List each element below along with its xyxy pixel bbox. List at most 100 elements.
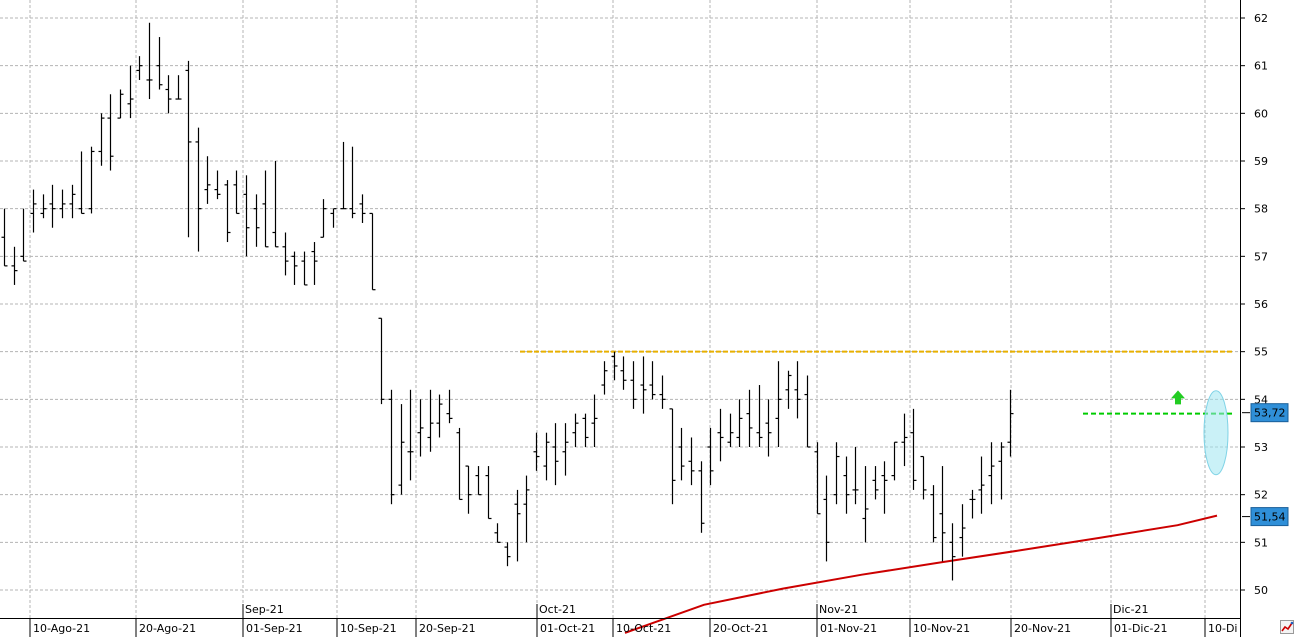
price-bar [378, 317, 385, 405]
price-bar [340, 141, 347, 210]
price-bar [620, 356, 627, 390]
price-bar [930, 485, 937, 543]
grid-lines [0, 0, 1240, 618]
x-tick-label-top: Nov-21 [819, 603, 858, 616]
price-bar [601, 361, 608, 395]
price-bar [591, 394, 598, 447]
price-bar [736, 399, 743, 447]
price-bar [640, 356, 647, 414]
y-tick-label: 57 [1254, 250, 1268, 263]
price-bar [852, 447, 859, 505]
price-bar [582, 413, 589, 447]
price-bar [649, 361, 656, 400]
price-bar [388, 389, 395, 505]
price-bar [59, 189, 66, 219]
price-bar [436, 394, 443, 438]
y-tick-label: 62 [1254, 12, 1268, 25]
price-label-box [1250, 403, 1289, 423]
price-bar [311, 242, 318, 285]
price-bar [11, 246, 18, 285]
x-tick-label-bottom: 01-Dic-21 [1114, 622, 1168, 635]
price-bar [862, 466, 869, 543]
price-bar [611, 351, 618, 381]
price-bar [165, 75, 172, 114]
price-bar [20, 208, 27, 262]
price-bar [407, 389, 414, 481]
x-tick-label-bottom: 10-Ago-21 [33, 622, 90, 635]
axes-layer: 62 61 60 59 58 57 56 55 54 53 52 51 50 Sep-21 Oct-21 No… [0, 0, 1268, 637]
price-bar [1007, 389, 1014, 457]
price-bar [291, 251, 298, 285]
price-bar [630, 361, 637, 409]
price-bar [504, 542, 511, 567]
y-tick-label: 60 [1254, 107, 1268, 120]
price-bar [969, 489, 976, 519]
price-bar [533, 432, 540, 471]
price-bar [765, 399, 772, 457]
up-arrow-icon [1171, 390, 1185, 405]
price-bar [688, 437, 695, 486]
price-bar [330, 208, 337, 228]
price-bar [369, 212, 376, 291]
price-bar [698, 461, 705, 533]
price-bar [456, 427, 463, 501]
price-bar [136, 56, 143, 80]
price-bar [427, 389, 434, 452]
price-bar [417, 399, 424, 457]
price-bar [659, 375, 666, 409]
price-bar [756, 385, 763, 447]
price-bar [901, 413, 908, 467]
price-bar [398, 404, 405, 495]
price-bar [794, 361, 801, 419]
price-bar [669, 408, 676, 505]
price-bar [320, 199, 327, 238]
price-bar [214, 170, 221, 200]
annotations-layer [1171, 390, 1229, 476]
x-tick-label-top: Oct-21 [539, 603, 576, 616]
price-bar [185, 60, 192, 238]
y-tick-label: 54 [1254, 393, 1268, 406]
price-bar [678, 427, 685, 481]
price-bar [224, 180, 231, 243]
price-bar [514, 489, 521, 562]
chart-logo-icon[interactable] [1280, 620, 1294, 634]
price-bar [959, 504, 966, 557]
moving-average-layer [624, 514, 1218, 634]
price-bar [88, 146, 95, 214]
y-tick-label: 59 [1254, 155, 1268, 168]
price-bar [833, 442, 840, 505]
price-bar [253, 194, 260, 247]
price-bar [920, 455, 927, 500]
x-tick-label-bottom: 01-Sep-21 [246, 622, 303, 635]
x-tick-label-bottom: 20-Oct-21 [713, 622, 768, 635]
x-tick-label-bottom: 10-Nov-21 [913, 622, 970, 635]
price-bar [349, 146, 356, 219]
price-bar [804, 375, 811, 448]
price-bar [98, 113, 105, 166]
price-bar [717, 408, 724, 462]
price-bar [475, 466, 482, 496]
price-bar [40, 194, 47, 219]
price-bar [156, 37, 163, 90]
y-tick-label: 58 [1254, 203, 1268, 216]
x-tick-label-top: Sep-21 [245, 603, 284, 616]
price-bar [446, 389, 453, 424]
price-bar [939, 466, 946, 562]
price-bar [988, 442, 995, 505]
y-tick-label: 56 [1254, 298, 1268, 311]
price-bar [552, 423, 559, 486]
price-bar [707, 427, 714, 486]
price-bar [572, 413, 579, 447]
x-tick-label-top: Dic-21 [1113, 603, 1149, 616]
x-tick-label-bottom: 10-Oct-21 [616, 622, 671, 635]
price-bar [127, 65, 134, 119]
price-bar [282, 232, 289, 276]
price-labels-layer: 53,72 51,54 [1242, 403, 1289, 527]
price-bar [523, 475, 530, 543]
price-bar [262, 170, 269, 248]
highlight-ellipse [1203, 390, 1229, 476]
price-bar [891, 441, 898, 481]
price-bar [543, 432, 550, 481]
price-bar [1, 208, 8, 267]
